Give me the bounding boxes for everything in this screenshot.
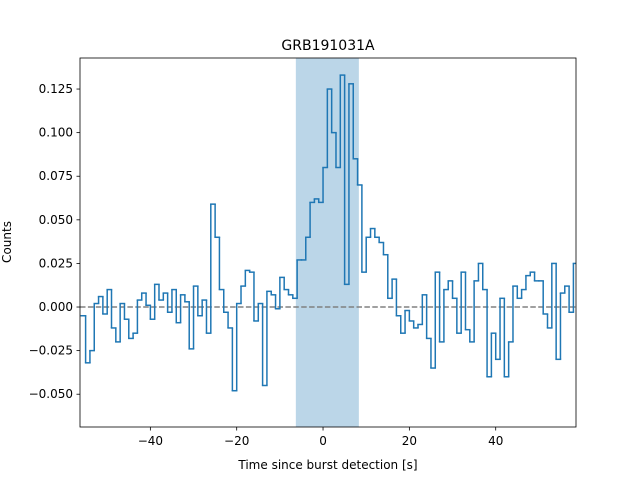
x-axis-label: Time since burst detection [s] bbox=[237, 458, 417, 472]
axes: −40 −20 0 20 40 −0.050 −0.025 0.000 0.025 0.050 0.… bbox=[29, 57, 577, 448]
y-tick-label: −0.050 bbox=[29, 387, 73, 401]
y-tick-label: 0.100 bbox=[39, 126, 73, 140]
y-tick-label: 0.125 bbox=[39, 82, 73, 96]
y-tick-label: 0.075 bbox=[39, 169, 73, 183]
x-tick-label: 20 bbox=[402, 434, 417, 448]
x-tick-label: −20 bbox=[224, 434, 249, 448]
x-tick-label: 40 bbox=[488, 434, 503, 448]
chart-title: GRB191031A bbox=[281, 38, 375, 54]
y-tick-label: 0.000 bbox=[39, 300, 73, 314]
y-tick-label: 0.025 bbox=[39, 256, 73, 270]
y-tick-label: 0.050 bbox=[39, 213, 73, 227]
x-tick-label: 0 bbox=[319, 434, 327, 448]
axes-frame bbox=[79, 57, 577, 428]
y-tick-label: −0.025 bbox=[29, 344, 73, 358]
y-axis-label: Counts bbox=[0, 221, 14, 263]
x-tick-label: −40 bbox=[138, 434, 163, 448]
plot-area bbox=[80, 58, 576, 427]
